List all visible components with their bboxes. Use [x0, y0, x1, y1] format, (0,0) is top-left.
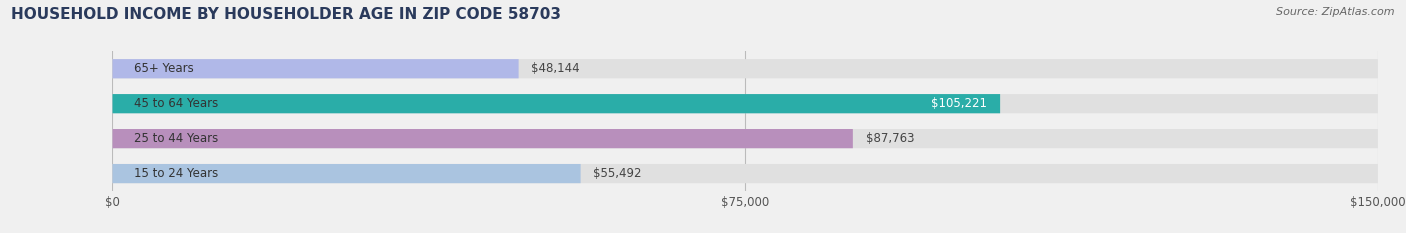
- Text: $55,492: $55,492: [593, 167, 641, 180]
- FancyBboxPatch shape: [112, 59, 519, 78]
- Text: Source: ZipAtlas.com: Source: ZipAtlas.com: [1277, 7, 1395, 17]
- Text: $105,221: $105,221: [931, 97, 987, 110]
- Text: 65+ Years: 65+ Years: [134, 62, 193, 75]
- FancyBboxPatch shape: [112, 94, 1000, 113]
- Text: HOUSEHOLD INCOME BY HOUSEHOLDER AGE IN ZIP CODE 58703: HOUSEHOLD INCOME BY HOUSEHOLDER AGE IN Z…: [11, 7, 561, 22]
- Text: 25 to 44 Years: 25 to 44 Years: [134, 132, 218, 145]
- FancyBboxPatch shape: [112, 129, 853, 148]
- Text: 15 to 24 Years: 15 to 24 Years: [134, 167, 218, 180]
- Text: $48,144: $48,144: [531, 62, 579, 75]
- Text: 45 to 64 Years: 45 to 64 Years: [134, 97, 218, 110]
- FancyBboxPatch shape: [112, 94, 1378, 113]
- FancyBboxPatch shape: [112, 164, 1378, 183]
- FancyBboxPatch shape: [112, 164, 581, 183]
- Text: $87,763: $87,763: [866, 132, 914, 145]
- FancyBboxPatch shape: [112, 129, 1378, 148]
- FancyBboxPatch shape: [112, 59, 1378, 78]
